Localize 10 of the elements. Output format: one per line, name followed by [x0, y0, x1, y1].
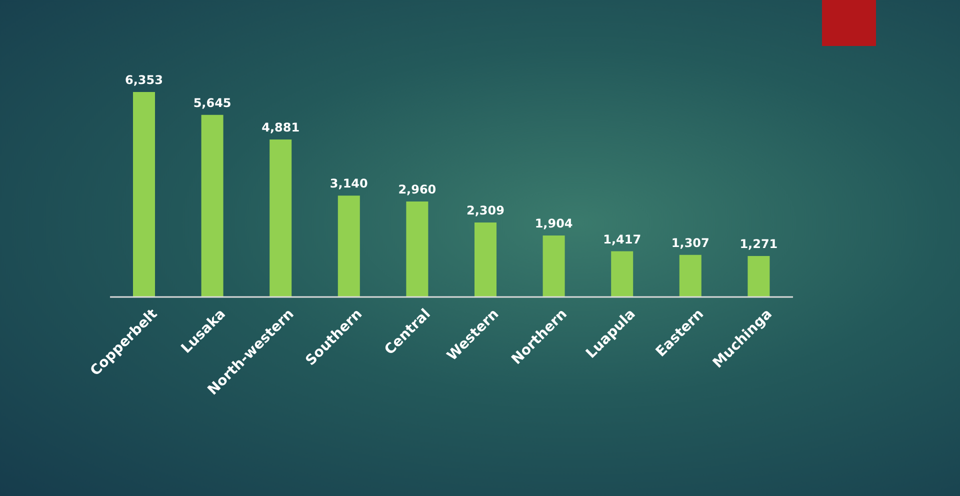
data-label: 2,309 [466, 203, 504, 218]
data-label: 6,353 [125, 73, 163, 87]
data-label: 4,881 [262, 120, 300, 134]
data-label: 5,645 [193, 96, 232, 110]
data-label: 1,417 [603, 232, 642, 246]
data-label: 3,140 [330, 176, 368, 191]
data-label: 1,307 [671, 236, 710, 250]
data-label: 1,271 [740, 236, 778, 251]
data-label: 2,960 [398, 182, 436, 196]
data-label: 1,904 [534, 216, 573, 231]
